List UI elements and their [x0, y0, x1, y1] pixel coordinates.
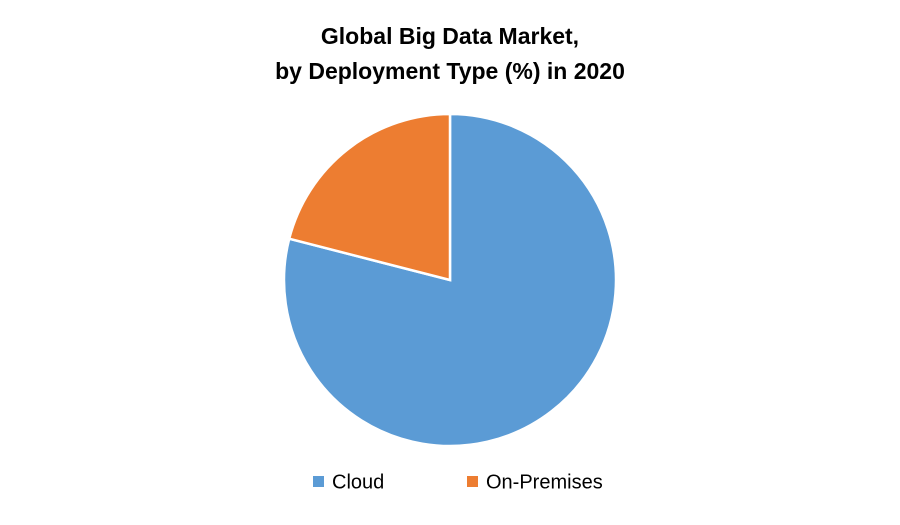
legend-label: On-Premises — [486, 471, 603, 493]
legend-swatch — [467, 476, 478, 487]
pie-slice — [287, 112, 452, 282]
chart-title: by Deployment Type (%) in 2020 — [275, 58, 625, 84]
pie-slice — [282, 112, 618, 448]
chart-title: Global Big Data Market, — [321, 23, 579, 49]
legend-label: Cloud — [332, 471, 384, 493]
legend-swatch — [313, 476, 324, 487]
